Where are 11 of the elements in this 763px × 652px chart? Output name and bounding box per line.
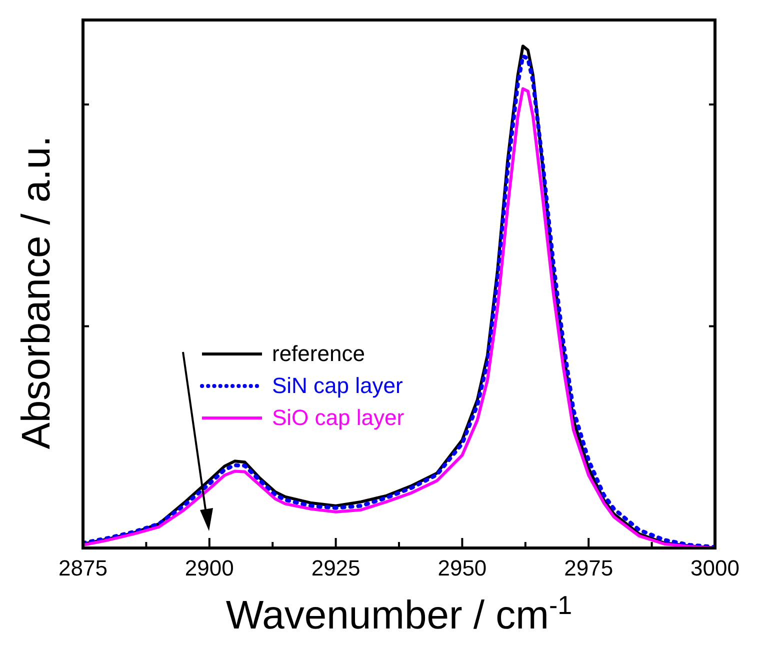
y-axis-title: Absorbance / a.u. (14, 134, 60, 452)
x-tick-label: 2975 (564, 555, 614, 580)
legend-label: reference (272, 340, 365, 368)
legend-label: SiO cap layer (272, 404, 404, 432)
x-tick-label: 3000 (690, 555, 740, 580)
x-tick-label: 2875 (58, 555, 108, 580)
x-tick-label: 2950 (438, 555, 487, 580)
x-tick-label: 2900 (184, 555, 234, 580)
legend-label: SiN cap layer (272, 372, 403, 400)
x-tick-label: 2925 (311, 555, 360, 580)
x-axis-title: Wavenumber / cm$^{-1}$ (224, 590, 574, 638)
